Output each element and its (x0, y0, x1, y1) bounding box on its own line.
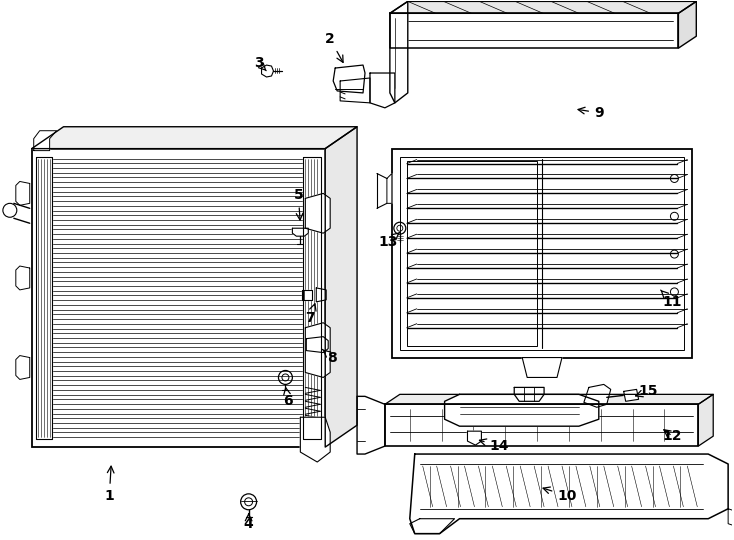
Polygon shape (624, 389, 639, 401)
Text: 5: 5 (294, 188, 303, 220)
Polygon shape (468, 431, 482, 445)
Polygon shape (385, 394, 713, 404)
Text: 12: 12 (663, 429, 682, 443)
Polygon shape (410, 454, 728, 534)
Polygon shape (325, 127, 357, 447)
Polygon shape (261, 65, 274, 77)
Text: 13: 13 (378, 232, 399, 249)
Text: 14: 14 (479, 439, 509, 453)
Bar (32, 148, 325, 447)
Text: 8: 8 (322, 349, 337, 364)
Polygon shape (306, 336, 328, 353)
Polygon shape (357, 396, 385, 454)
Bar (392, 148, 692, 357)
Polygon shape (678, 2, 697, 48)
Text: 4: 4 (244, 514, 253, 531)
Text: 3: 3 (254, 56, 266, 71)
Bar (400, 157, 684, 349)
Polygon shape (385, 404, 698, 446)
Polygon shape (410, 519, 454, 534)
Bar (310, 204, 324, 211)
Polygon shape (370, 73, 395, 108)
Polygon shape (34, 131, 57, 151)
Text: 9: 9 (578, 106, 603, 120)
Text: 7: 7 (305, 304, 316, 325)
Polygon shape (445, 394, 599, 426)
Polygon shape (333, 65, 365, 93)
Polygon shape (584, 384, 611, 407)
Text: 6: 6 (283, 388, 293, 408)
Polygon shape (728, 509, 734, 529)
Text: 15: 15 (636, 384, 658, 399)
Polygon shape (316, 288, 326, 302)
Text: 2: 2 (325, 32, 343, 63)
Polygon shape (340, 78, 370, 103)
Polygon shape (305, 323, 330, 377)
Polygon shape (36, 157, 51, 439)
Polygon shape (16, 181, 30, 205)
Polygon shape (390, 2, 697, 14)
Polygon shape (292, 228, 308, 236)
Polygon shape (303, 157, 321, 439)
Bar (407, 160, 537, 346)
Polygon shape (300, 417, 330, 462)
Text: 1: 1 (104, 466, 115, 503)
Polygon shape (390, 2, 408, 103)
Polygon shape (515, 387, 544, 401)
Polygon shape (302, 290, 312, 300)
Bar (310, 338, 324, 346)
Polygon shape (16, 355, 30, 380)
Polygon shape (698, 394, 713, 446)
Polygon shape (387, 173, 392, 204)
Text: 10: 10 (543, 487, 577, 503)
Polygon shape (305, 193, 330, 233)
Polygon shape (16, 266, 30, 290)
Polygon shape (32, 127, 357, 148)
Polygon shape (390, 14, 678, 48)
Polygon shape (522, 357, 562, 377)
Bar (470, 433, 477, 439)
Text: 11: 11 (661, 290, 682, 309)
